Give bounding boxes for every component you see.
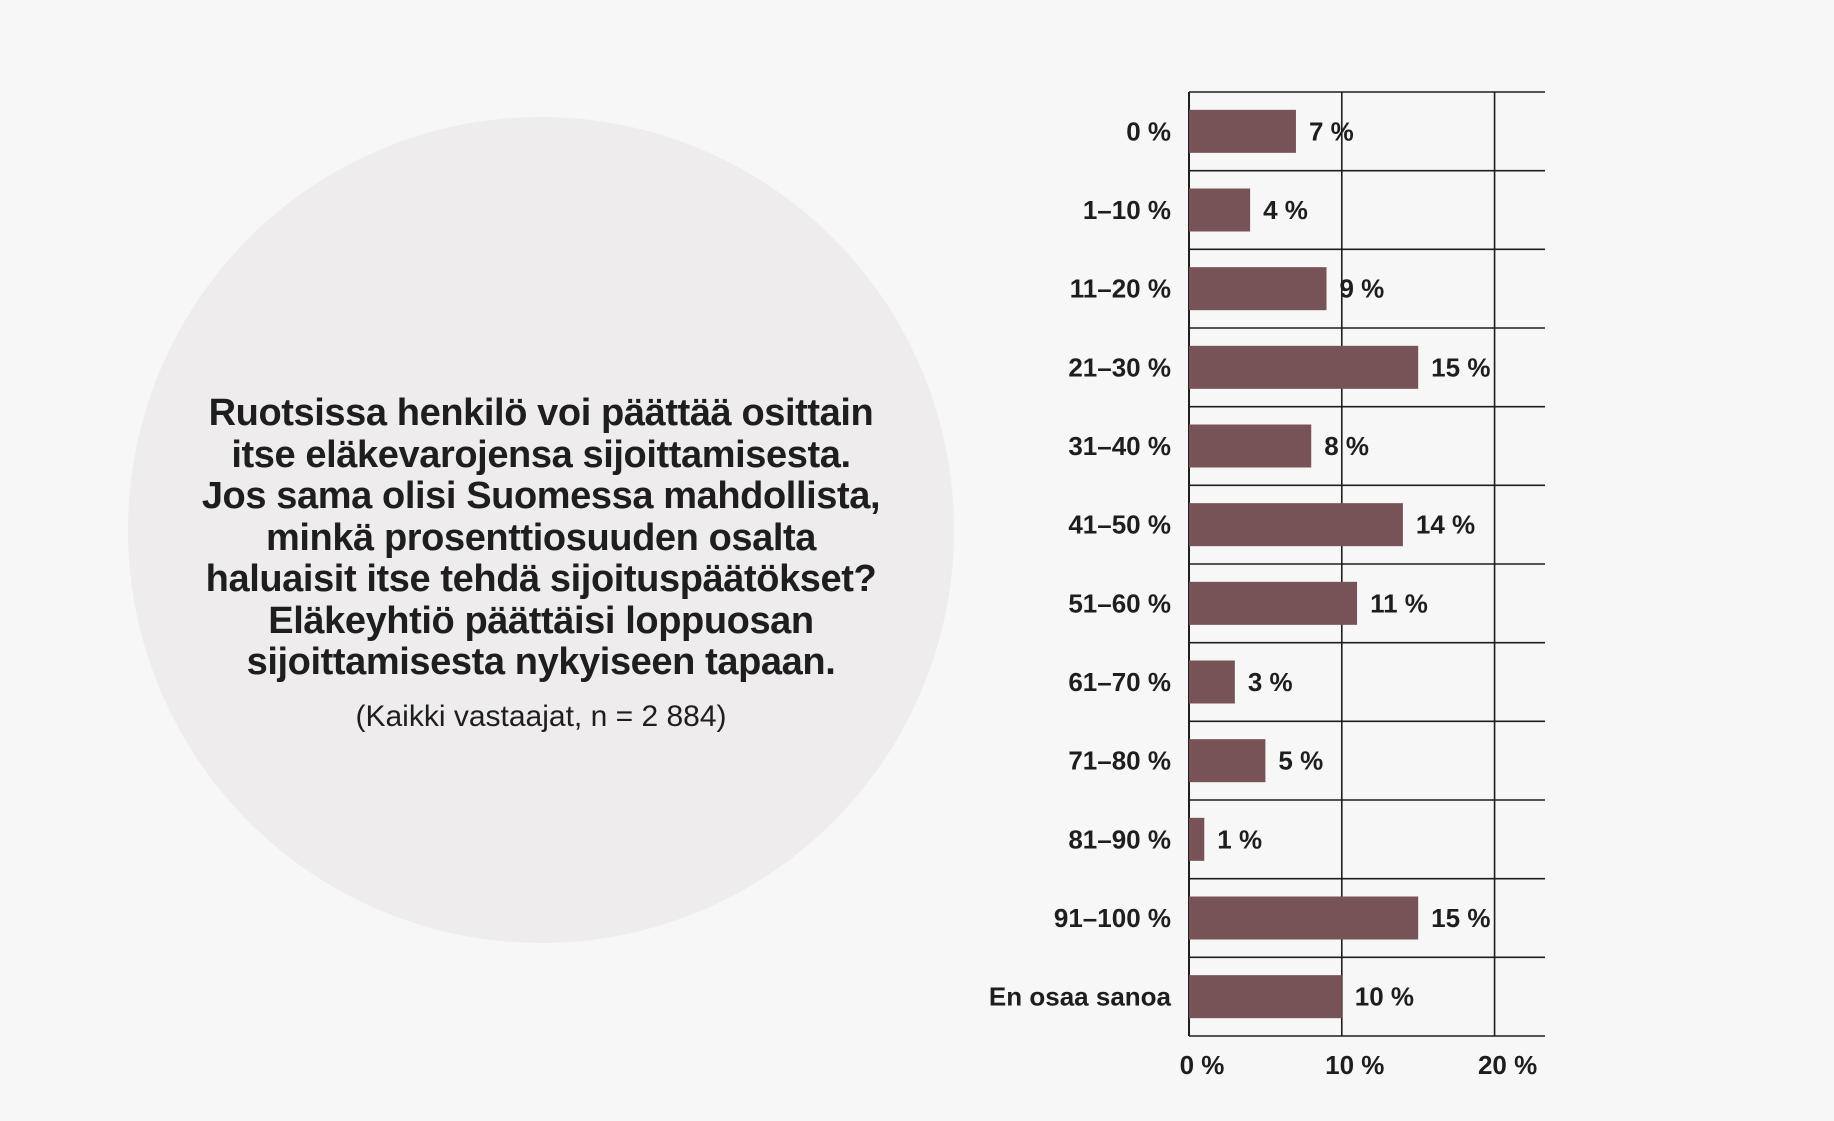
question-line: haluaisit itse tehdä sijoituspäätökset? xyxy=(205,558,877,600)
category-label: 51–60 % xyxy=(1068,588,1171,618)
category-label: 61–70 % xyxy=(1068,667,1171,697)
question-line: sijoittamisesta nykyiseen tapaan. xyxy=(246,641,836,683)
background-circle xyxy=(128,117,954,943)
bar xyxy=(1189,267,1327,311)
category-label: 11–20 % xyxy=(1070,274,1171,304)
bar xyxy=(1189,188,1251,232)
question-line: Eläkeyhtiö päättäisi loppuosan xyxy=(268,599,814,642)
value-label: 4 % xyxy=(1263,195,1308,225)
question-line: Jos sama olisi Suomessa mahdollista, xyxy=(201,475,881,517)
category-label: En osaa sanoa xyxy=(989,982,1172,1012)
category-label: 31–40 % xyxy=(1068,431,1171,461)
value-label: 15 % xyxy=(1431,903,1490,933)
value-label: 14 % xyxy=(1416,510,1475,540)
bar xyxy=(1189,739,1266,783)
bar xyxy=(1189,503,1403,547)
question-line: minkä prosenttiosuuden osalta xyxy=(265,516,817,559)
value-label: 9 % xyxy=(1340,274,1385,304)
x-tick-label: 10 % xyxy=(1325,1050,1384,1080)
x-tick-label: 20 % xyxy=(1478,1050,1537,1080)
category-label: 21–30 % xyxy=(1068,352,1171,382)
bar xyxy=(1189,581,1358,625)
value-label: 11 % xyxy=(1370,588,1428,618)
bar xyxy=(1189,424,1312,468)
bar xyxy=(1189,975,1342,1019)
value-label: 1 % xyxy=(1217,824,1262,854)
bar xyxy=(1189,345,1419,389)
value-label: 3 % xyxy=(1248,667,1293,697)
bar xyxy=(1189,817,1205,861)
question-line: itse eläkevarojensa sijoittamisesta. xyxy=(231,433,851,476)
question-line: Ruotsissa henkilö voi päättää osittain xyxy=(208,392,874,434)
value-label: 15 % xyxy=(1431,352,1490,382)
value-label: 10 % xyxy=(1355,982,1414,1012)
value-label: 5 % xyxy=(1278,746,1323,776)
bar xyxy=(1189,896,1419,940)
category-label: 1–10 % xyxy=(1083,195,1171,225)
category-label: 41–50 % xyxy=(1068,510,1171,540)
survey-question: Ruotsissa henkilö voi päättää osittain i… xyxy=(128,392,954,684)
category-label: 0 % xyxy=(1126,116,1171,146)
value-label: 8 % xyxy=(1324,431,1369,461)
bar xyxy=(1189,660,1235,704)
value-label: 7 % xyxy=(1309,116,1354,146)
x-tick-label: 0 % xyxy=(1180,1050,1225,1080)
sample-note: (Kaikki vastaajat, n = 2 884) xyxy=(355,700,727,733)
category-label: 91–100 % xyxy=(1054,903,1171,933)
bar xyxy=(1189,109,1296,153)
category-label: 81–90 % xyxy=(1068,824,1171,854)
category-label: 71–80 % xyxy=(1068,746,1171,776)
